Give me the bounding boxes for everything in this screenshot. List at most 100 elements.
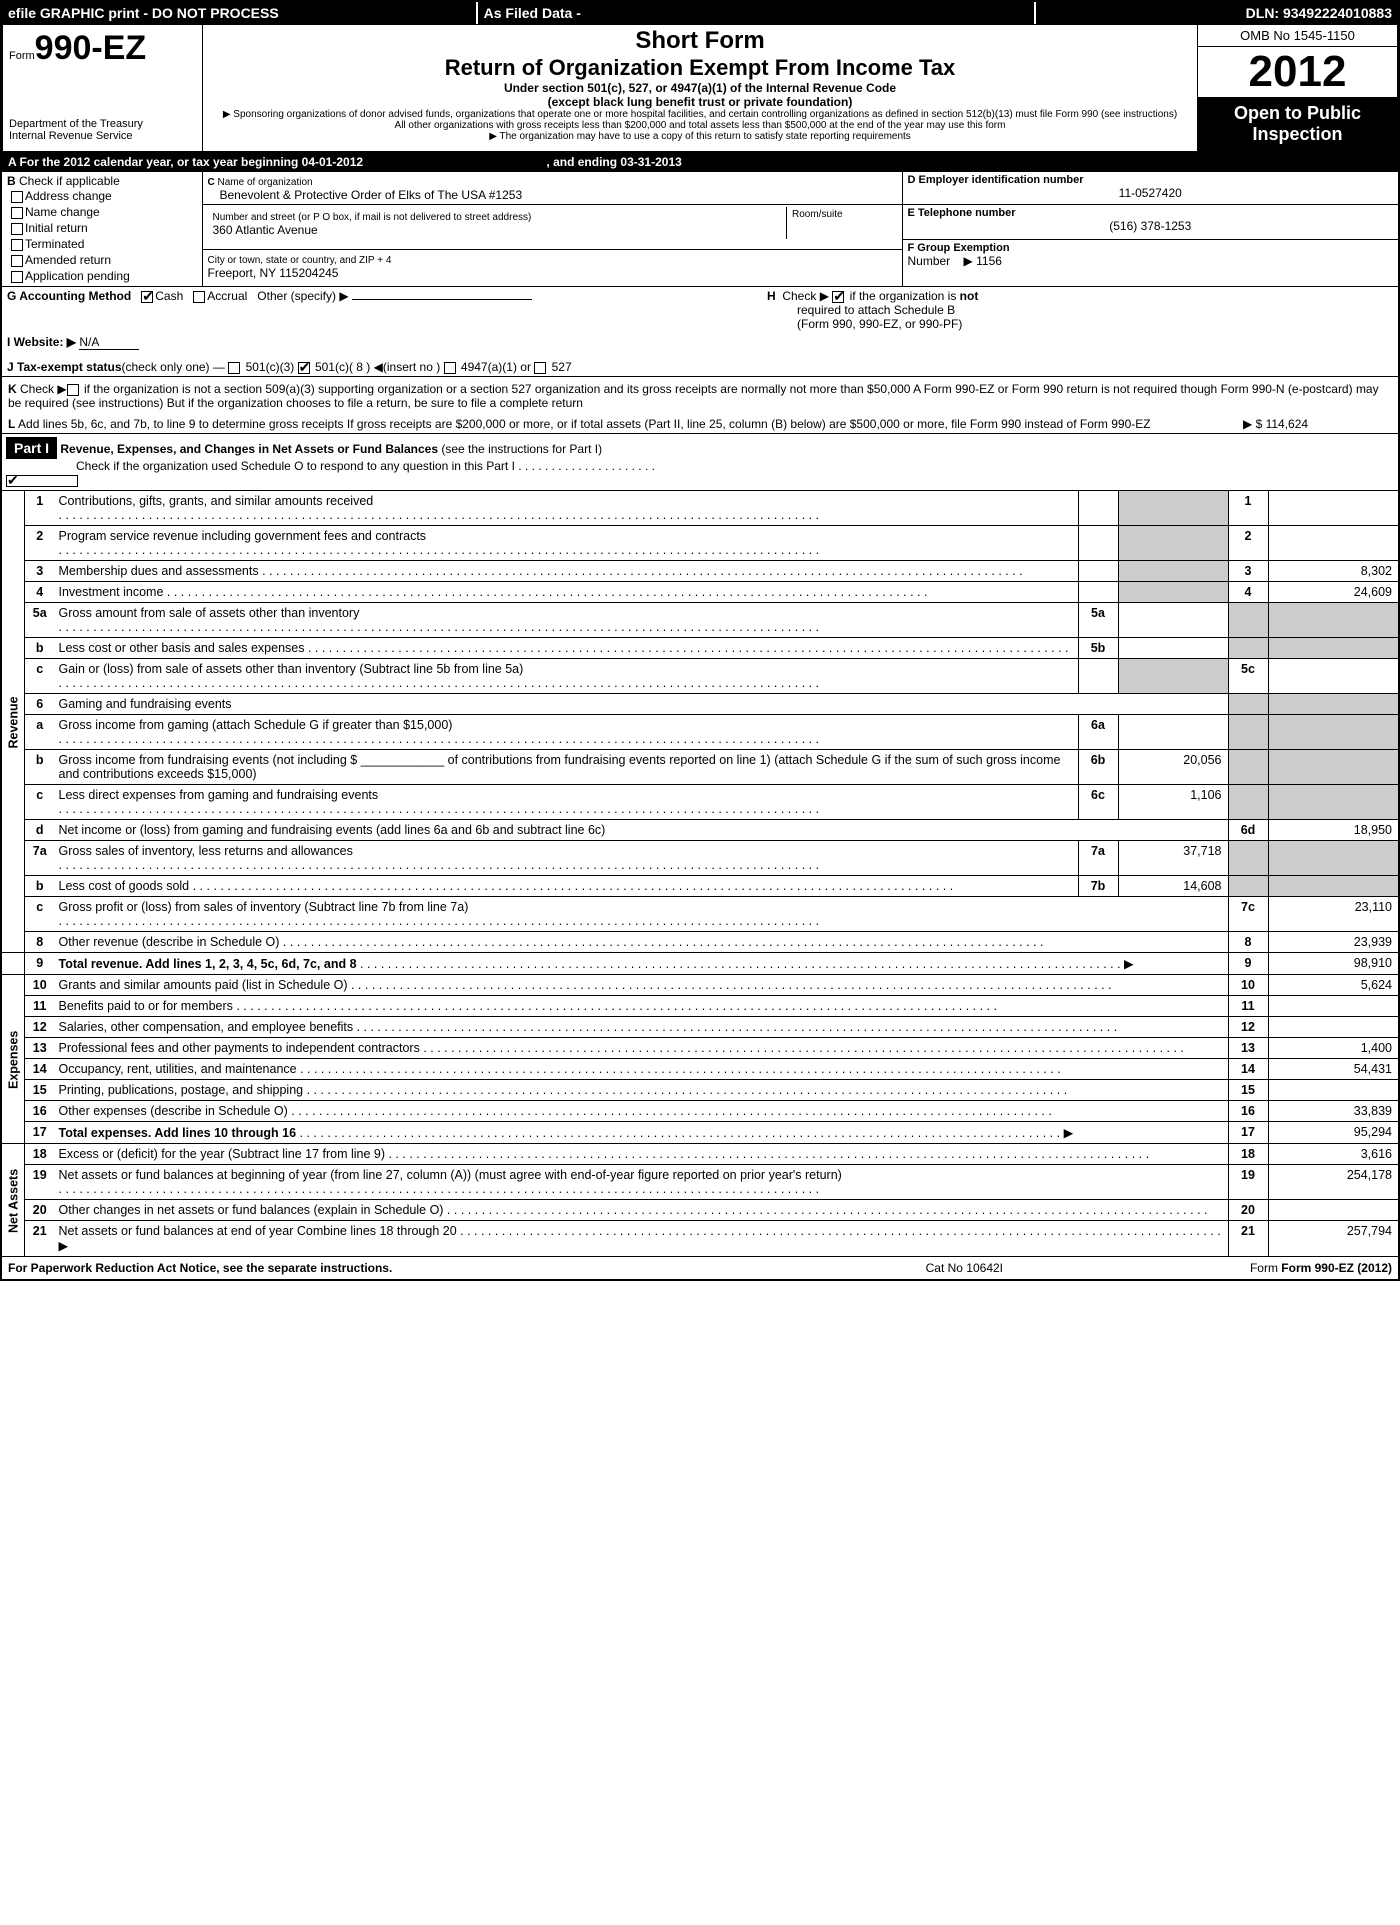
c-city-label: City or town, state or country, and ZIP …	[208, 255, 392, 266]
chk-4947[interactable]	[444, 362, 456, 374]
mv-20	[1268, 1200, 1398, 1221]
chk-k[interactable]	[67, 384, 79, 396]
d-7b: Less cost of goods sold	[55, 876, 1079, 897]
chk-501c[interactable]	[298, 362, 310, 374]
footer: For Paperwork Reduction Act Notice, see …	[2, 1257, 1398, 1279]
other-label: Other (specify) ▶	[257, 289, 348, 303]
mv-8: 23,939	[1268, 932, 1398, 953]
part1-check-text: Check if the organization used Schedule …	[6, 459, 655, 473]
header-block: Form990-EZ Department of the Treasury In…	[2, 24, 1398, 152]
d-6a: Gross income from gaming (attach Schedul…	[55, 715, 1079, 750]
d-6: Gaming and fundraising events	[55, 694, 1229, 715]
chk-initial-label: Initial return	[25, 221, 88, 235]
org-city: Freeport, NY 115204245	[208, 266, 339, 280]
e-cell: E Telephone number (516) 378-1253	[902, 205, 1398, 240]
chk-application[interactable]: Application pending	[7, 268, 197, 284]
mv-4: 24,609	[1268, 582, 1398, 603]
chk-amended-label: Amended return	[25, 253, 111, 267]
mv-21: 257,794	[1268, 1221, 1398, 1257]
form-word: Form	[9, 50, 35, 62]
lines-table: Revenue 1 Contributions, gifts, grants, …	[2, 491, 1398, 1257]
title-cell: Short Form Return of Organization Exempt…	[203, 25, 1198, 152]
mv-9: 98,910	[1268, 953, 1398, 975]
efile-label: efile GRAPHIC print - DO NOT PROCESS	[2, 2, 477, 24]
j-note: (check only one) —	[122, 360, 225, 374]
d-9: Total revenue. Add lines 1, 2, 3, 4, 5c,…	[55, 953, 1229, 975]
mv-1	[1268, 491, 1398, 526]
d-5a: Gross amount from sale of assets other t…	[55, 603, 1079, 638]
chk-initial[interactable]: Initial return	[7, 220, 197, 236]
c-name-cell: C Name of organization Benevolent & Prot…	[202, 172, 902, 205]
netassets-label: Net Assets	[2, 1144, 25, 1257]
part1-header: Part I Revenue, Expenses, and Changes in…	[2, 434, 1398, 491]
top-bar: efile GRAPHIC print - DO NOT PROCESS As …	[2, 2, 1398, 24]
b-col: B Check if applicable Address change Nam…	[2, 172, 202, 286]
sv-6b: 20,056	[1118, 750, 1228, 785]
d-20: Other changes in net assets or fund bala…	[55, 1200, 1229, 1221]
chk-h[interactable]	[832, 291, 844, 303]
org-address: 360 Atlantic Avenue	[213, 223, 318, 237]
chk-cash[interactable]	[141, 291, 153, 303]
c-name-label: Name of organization	[218, 177, 313, 188]
dept-label: Department of the Treasury	[9, 118, 196, 130]
chk-name-label: Name change	[25, 205, 100, 219]
d-4: Investment income	[55, 582, 1079, 603]
room-label: Room/suite	[787, 207, 897, 239]
g-cell: G Accounting Method Cash Accrual Other (…	[2, 287, 762, 334]
ein-value: 11-0527420	[908, 186, 1394, 200]
subtitle1: Under section 501(c), 527, or 4947(a)(1)…	[211, 81, 1189, 95]
chk-501c3[interactable]	[228, 362, 240, 374]
chk-amended[interactable]: Amended return	[7, 252, 197, 268]
subtitle2: (except black lung benefit trust or priv…	[211, 95, 1189, 109]
d-18: Excess or (deficit) for the year (Subtra…	[55, 1144, 1229, 1165]
chk-terminated-label: Terminated	[25, 237, 84, 251]
c-letter: C	[208, 177, 215, 188]
row-a: A For the 2012 calendar year, or tax yea…	[2, 152, 1398, 172]
d-6c: Less direct expenses from gaming and fun…	[55, 785, 1079, 820]
h-check: Check ▶	[782, 289, 829, 303]
h-txt1: if the organization is	[850, 289, 960, 303]
d-7a: Gross sales of inventory, less returns a…	[55, 841, 1079, 876]
n-1: 1	[25, 491, 55, 526]
chk-part1[interactable]	[6, 475, 78, 487]
d-12: Salaries, other compensation, and employ…	[55, 1017, 1229, 1038]
footer-left: For Paperwork Reduction Act Notice, see …	[2, 1257, 867, 1279]
part1-title: Revenue, Expenses, and Changes in Net As…	[60, 442, 438, 456]
j-label: J Tax-exempt status	[7, 360, 122, 374]
chk-accrual[interactable]	[193, 291, 205, 303]
d-8: Other revenue (describe in Schedule O)	[55, 932, 1229, 953]
right-header: OMB No 1545-1150 2012 Open to Public Ins…	[1198, 25, 1398, 152]
sv-6a	[1118, 715, 1228, 750]
a-label: A For the 2012 calendar year, or tax yea…	[8, 155, 363, 169]
chk-terminated[interactable]: Terminated	[7, 236, 197, 252]
h-not: not	[960, 289, 979, 303]
d-14: Occupancy, rent, utilities, and maintena…	[55, 1059, 1229, 1080]
form-page: efile GRAPHIC print - DO NOT PROCESS As …	[0, 0, 1400, 1281]
short-form: Short Form	[211, 27, 1189, 55]
phone-value: (516) 378-1253	[908, 219, 1394, 233]
n-2: 2	[25, 526, 55, 561]
mv-14: 54,431	[1268, 1059, 1398, 1080]
j-o4: 527	[552, 360, 572, 374]
f-cell: F Group Exemption Number ▶ 1156	[902, 240, 1398, 287]
g-label: G Accounting Method	[7, 289, 131, 303]
f-label: F Group Exemption	[908, 242, 1010, 254]
d-3: Membership dues and assessments	[55, 561, 1079, 582]
form-cell: Form990-EZ Department of the Treasury In…	[3, 25, 203, 152]
sv-7a: 37,718	[1118, 841, 1228, 876]
k-body: if the organization is not a section 509…	[8, 382, 1379, 410]
k-check: Check ▶	[20, 382, 67, 396]
chk-name[interactable]: Name change	[7, 204, 197, 220]
k-row: K Check ▶ if the organization is not a s…	[2, 377, 1398, 415]
l-value: $ 114,624	[1256, 417, 1309, 431]
b-check-label: Check if applicable	[19, 174, 120, 188]
d-15: Printing, publications, postage, and shi…	[55, 1080, 1229, 1101]
footer-right: Form Form 990-EZ (2012)	[1062, 1257, 1398, 1279]
d-19: Net assets or fund balances at beginning…	[55, 1165, 1229, 1200]
chk-527[interactable]	[534, 362, 546, 374]
chk-address[interactable]: Address change	[7, 188, 197, 204]
omb-label: OMB No 1545-1150	[1198, 25, 1397, 47]
footer-center: Cat No 10642I	[867, 1257, 1062, 1279]
j-row: J Tax-exempt status(check only one) — 50…	[2, 352, 1398, 377]
c-addr-cell: Number and street (or P O box, if mail i…	[202, 205, 902, 250]
